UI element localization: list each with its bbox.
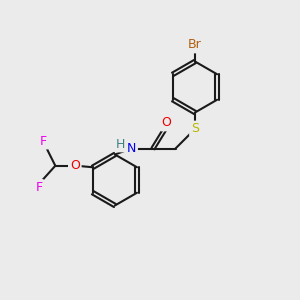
Text: F: F	[35, 181, 42, 194]
Text: F: F	[40, 135, 47, 148]
Text: O: O	[162, 116, 171, 130]
Text: Br: Br	[188, 38, 202, 52]
Text: O: O	[70, 159, 80, 172]
Text: N: N	[127, 142, 136, 155]
Text: H: H	[116, 137, 126, 151]
Text: S: S	[191, 122, 199, 136]
